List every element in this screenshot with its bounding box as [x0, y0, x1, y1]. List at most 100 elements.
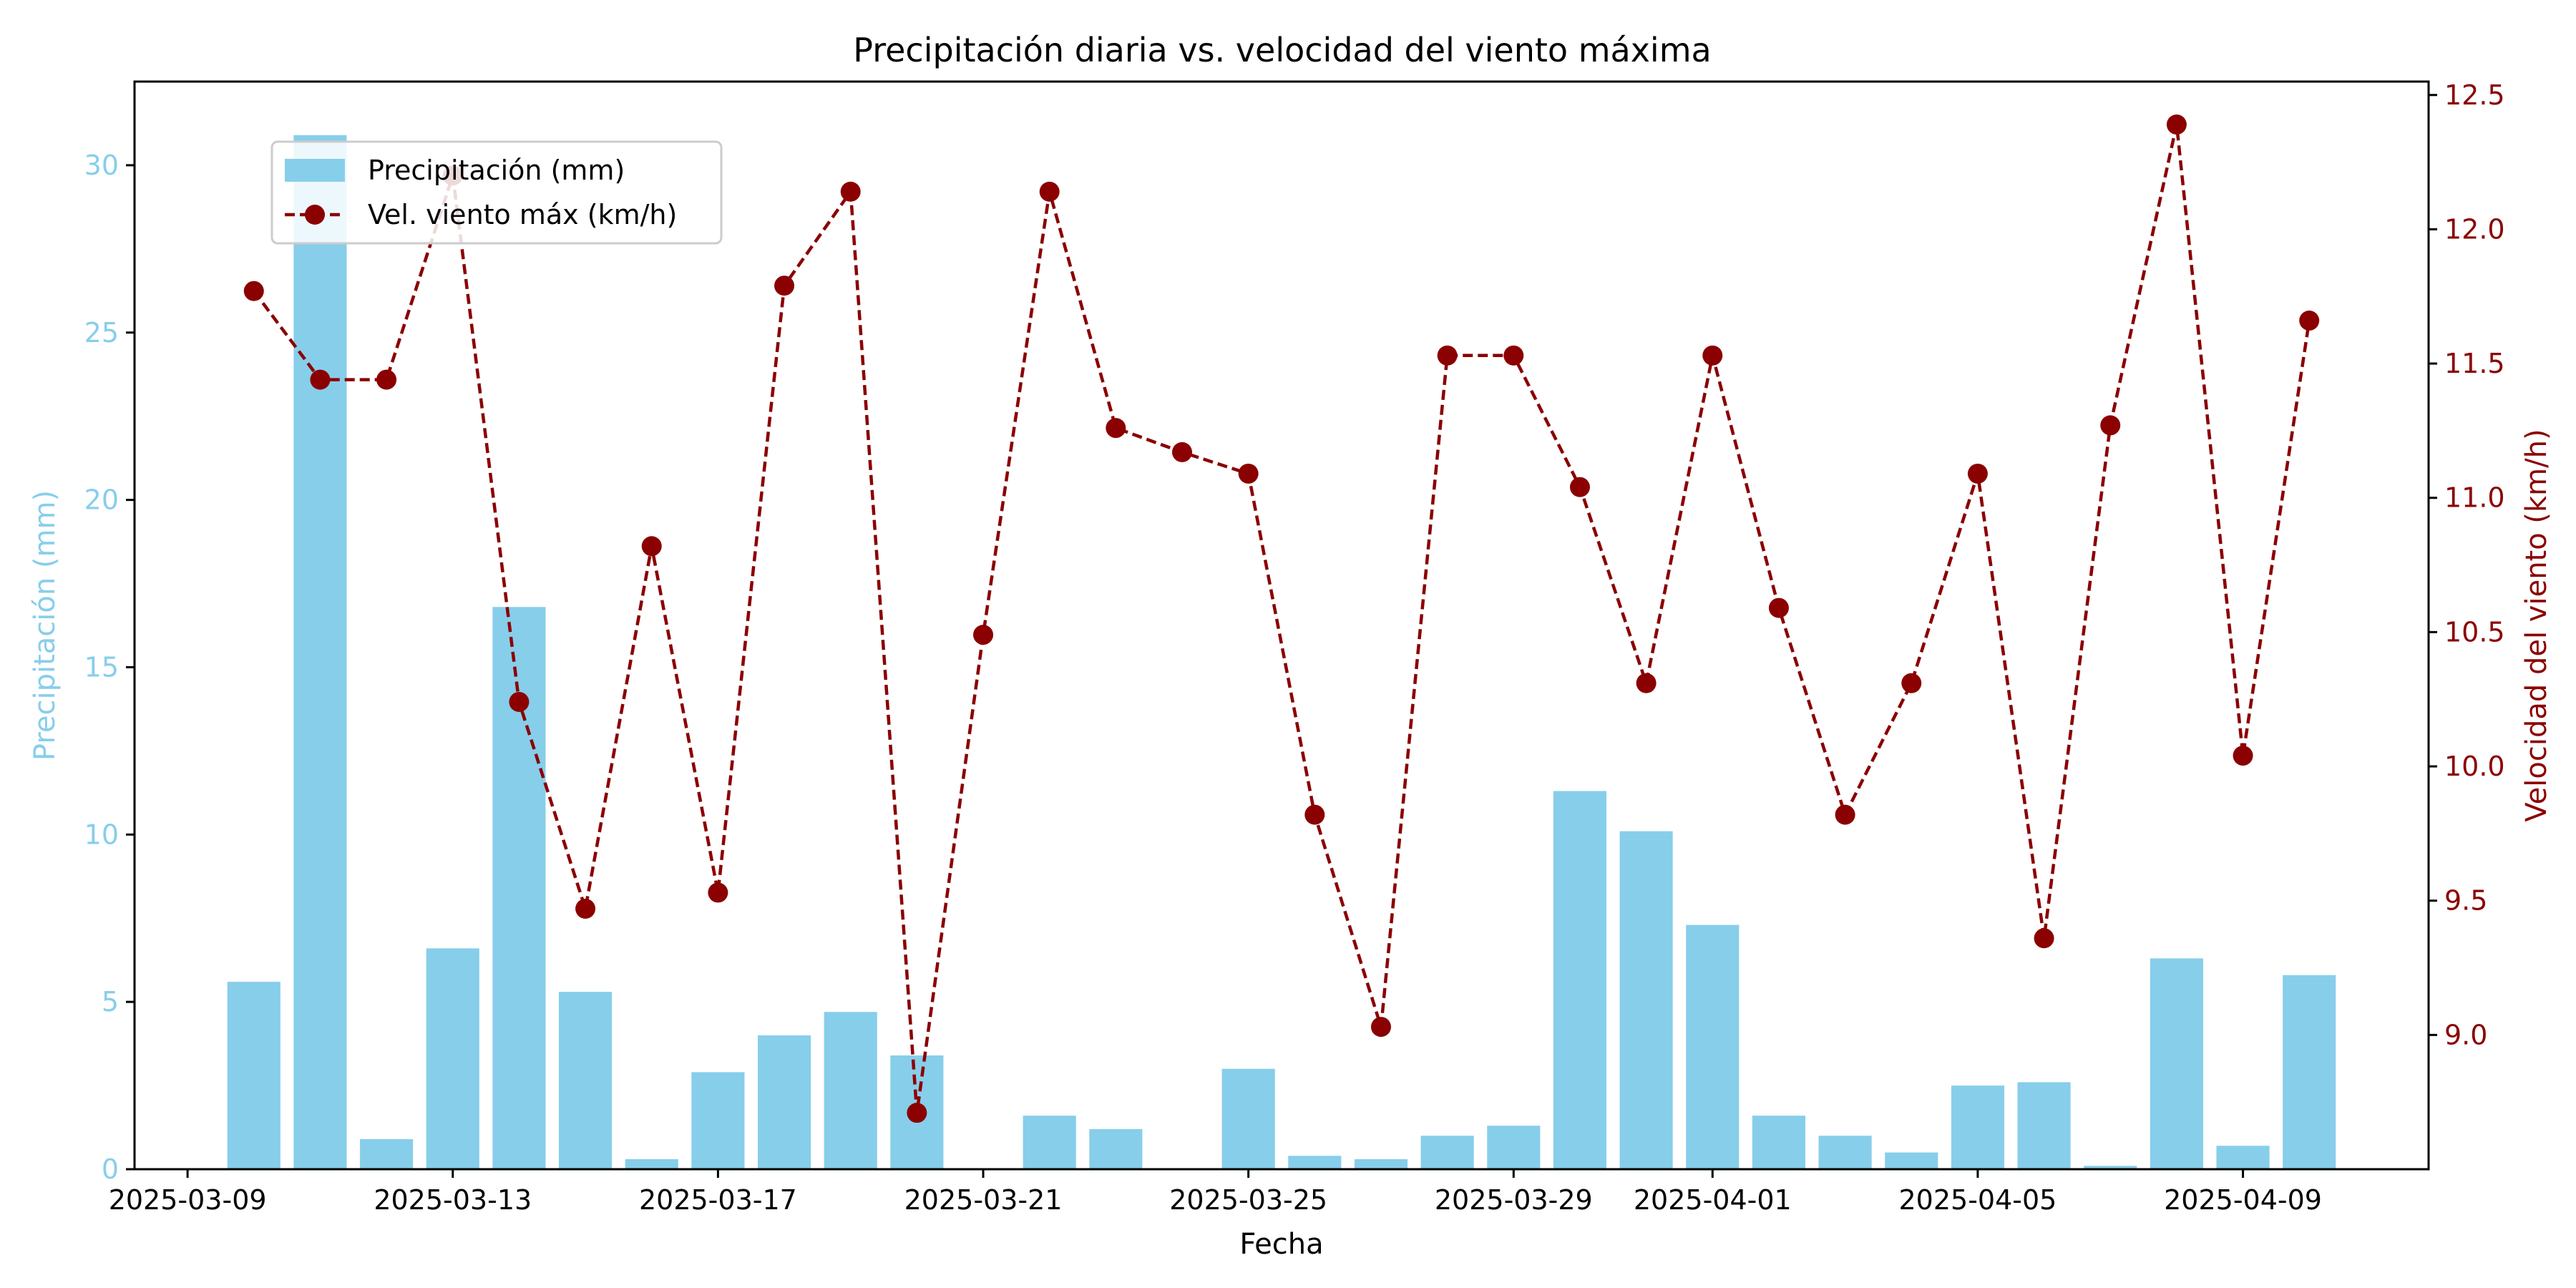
- precip-bar: [1951, 1085, 2004, 1169]
- y-left-tick-label: 0: [102, 1153, 119, 1185]
- precip-bar: [1487, 1126, 1541, 1169]
- precip-bar: [1089, 1128, 1143, 1169]
- wind-point: [2100, 415, 2121, 436]
- precip-bar: [360, 1138, 414, 1169]
- wind-point: [575, 898, 596, 919]
- wind-point: [1768, 597, 1789, 618]
- legend: Precipitación (mm) Vel. viento máx (km/h…: [270, 140, 723, 245]
- wind-point: [641, 536, 662, 557]
- precip-bar: [293, 135, 347, 1169]
- precip-bar: [1553, 791, 1607, 1169]
- y-axis-right-label: Velocidad del viento (km/h): [2520, 429, 2553, 821]
- legend-label-wind: Vel. viento máx (km/h): [368, 199, 677, 230]
- wind-point: [2166, 114, 2187, 135]
- x-axis-label: Fecha: [1239, 1228, 1323, 1261]
- wind-series-line: [252, 124, 2311, 1113]
- right-axis: 9.0 9.5 10.0 10.5 11.0 11.5 12.0 12.5: [2429, 79, 2505, 1050]
- bars-layer: [227, 135, 2336, 1169]
- precip-bar: [824, 1012, 877, 1169]
- wind-point: [1437, 345, 1458, 366]
- wind-point: [1636, 673, 1657, 693]
- wind-point: [907, 1103, 927, 1123]
- wind-point: [1238, 463, 1259, 484]
- precip-bar: [1221, 1068, 1275, 1169]
- wind-point: [1702, 345, 1723, 366]
- y-right-tick-label: 10.0: [2444, 751, 2505, 782]
- precip-bar: [2283, 975, 2336, 1169]
- legend-label-precipitation: Precipitación (mm): [368, 155, 625, 186]
- precip-bar: [1818, 1136, 1872, 1169]
- precip-bar: [1288, 1156, 1342, 1169]
- wind-point: [840, 181, 861, 202]
- x-tick-label: 2025-03-21: [904, 1184, 1063, 1216]
- wind-point: [1039, 181, 1060, 202]
- precip-bar: [1752, 1116, 1806, 1169]
- wind-point: [2233, 746, 2253, 766]
- wind-point: [310, 369, 331, 390]
- y-right-tick-label: 11.0: [2444, 482, 2505, 514]
- x-tick-label: 2025-03-13: [374, 1184, 532, 1216]
- x-tick-label: 2025-04-09: [2164, 1184, 2322, 1216]
- wind-point: [1835, 804, 1855, 825]
- left-axis: 0 5 10 15 20 25 30: [84, 150, 135, 1185]
- precip-bar: [1023, 1116, 1076, 1169]
- chart-title: Precipitación diaria vs. velocidad del v…: [853, 31, 1711, 69]
- wind-point: [243, 280, 264, 301]
- precip-bar: [691, 1072, 745, 1169]
- wind-point: [1304, 804, 1325, 825]
- y-axis-left-label: Precipitación (mm): [29, 490, 62, 761]
- wind-point: [973, 625, 994, 645]
- wind-point: [1106, 418, 1126, 439]
- precip-bar: [1619, 831, 1673, 1169]
- precip-bar: [757, 1035, 811, 1169]
- y-right-tick-label: 9.0: [2444, 1019, 2487, 1050]
- y-left-tick-label: 30: [84, 150, 119, 181]
- wind-point: [2299, 311, 2320, 331]
- plot-frame: [133, 80, 2430, 1171]
- wind-point: [774, 275, 795, 296]
- x-tick-label: 2025-03-17: [639, 1184, 797, 1216]
- precip-bar: [559, 992, 613, 1169]
- precip-bar: [2084, 1166, 2137, 1169]
- x-tick-label: 2025-03-09: [109, 1184, 267, 1216]
- precip-bar: [2216, 1146, 2270, 1169]
- y-right-tick-label: 12.5: [2444, 79, 2505, 111]
- precip-bar: [1420, 1136, 1474, 1169]
- wind-point: [1503, 345, 1524, 366]
- y-right-tick-label: 9.5: [2444, 885, 2487, 917]
- legend-box: [270, 140, 723, 245]
- y-right-tick-label: 10.5: [2444, 616, 2505, 648]
- y-left-tick-label: 20: [84, 484, 119, 516]
- x-tick-label: 2025-04-05: [1898, 1184, 2057, 1216]
- precip-bar: [1885, 1152, 1938, 1169]
- wind-line-layer: [243, 114, 2320, 1123]
- wind-point: [376, 369, 397, 390]
- y-left-tick-label: 25: [84, 317, 119, 348]
- legend-swatch-precipitation: [285, 159, 345, 182]
- precip-bar: [625, 1158, 678, 1169]
- legend-swatch-wind-marker: [305, 205, 325, 225]
- x-tick-label: 2025-03-25: [1169, 1184, 1327, 1216]
- wind-point: [708, 882, 728, 903]
- wind-point: [1569, 477, 1590, 497]
- precip-bar: [2150, 958, 2203, 1169]
- x-tick-label: 2025-03-29: [1435, 1184, 1593, 1216]
- y-left-tick-label: 10: [84, 819, 119, 850]
- y-right-tick-label: 12.0: [2444, 213, 2505, 245]
- wind-point: [1967, 463, 1988, 484]
- wind-point: [1901, 673, 1922, 693]
- x-axis: 2025-03-09 2025-03-13 2025-03-17 2025-03-21…: [109, 1169, 2322, 1216]
- x-tick-label: 2025-04-01: [1634, 1184, 1792, 1216]
- precip-bar: [2017, 1082, 2071, 1169]
- wind-point: [509, 691, 530, 712]
- wind-point: [2034, 928, 2054, 949]
- wind-point: [1370, 1017, 1391, 1038]
- precip-bar: [1354, 1158, 1408, 1169]
- precip-bar: [227, 982, 280, 1169]
- y-left-tick-label: 5: [102, 986, 119, 1018]
- y-left-tick-label: 15: [84, 651, 119, 683]
- wind-point: [1172, 441, 1193, 462]
- y-right-tick-label: 11.5: [2444, 348, 2505, 379]
- precip-bar: [426, 948, 479, 1169]
